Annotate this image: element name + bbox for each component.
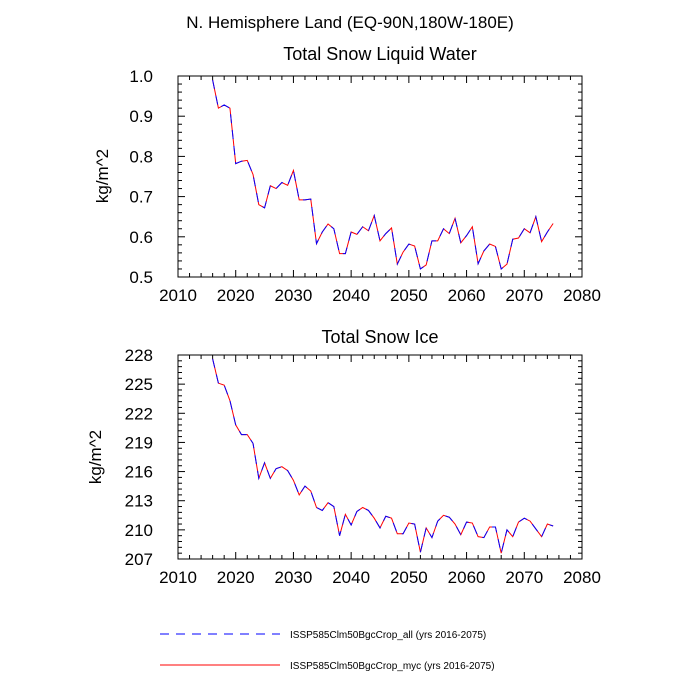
x-tick-label: 2080: [563, 568, 601, 587]
y-tick-label: 228: [125, 346, 153, 365]
plot-frame: [177, 354, 583, 560]
y-tick-label: 0.5: [129, 268, 153, 287]
legend: ISSP585Clm50BgcCrop_all (yrs 2016-2075) …: [160, 630, 495, 672]
y-tick-label: 0.9: [129, 107, 153, 126]
panel-title: Total Snow Liquid Water: [283, 44, 476, 64]
plot-frame: [177, 75, 583, 278]
y-tick-label: 225: [125, 375, 153, 394]
x-tick-label: 2060: [448, 286, 486, 305]
series-line-all: [212, 79, 554, 270]
y-tick-label: 213: [125, 492, 153, 511]
panel-title: Total Snow Ice: [321, 327, 438, 347]
legend-entry-all: ISSP585Clm50BgcCrop_all (yrs 2016-2075): [160, 630, 486, 641]
y-axis-label: kg/m^2: [86, 430, 105, 484]
y-tick-label: 0.7: [129, 188, 153, 207]
legend-entry-myc: ISSP585Clm50BgcCrop_myc (yrs 2016-2075): [160, 661, 495, 672]
y-tick-label: 0.8: [129, 147, 153, 166]
y-tick-label: 222: [125, 404, 153, 423]
y-tick-label: 1.0: [129, 67, 153, 86]
x-tick-label: 2070: [505, 568, 543, 587]
axis-ticks: 2010 2020 2030 2040 2050 2060 2070 2080 0.5 0.6 0.…: [129, 67, 601, 305]
x-tick-label: 2020: [217, 286, 255, 305]
y-tick-label: 216: [125, 463, 153, 482]
figure-main-title: N. Hemisphere Land (EQ-90N,180W-180E): [186, 13, 514, 32]
x-tick-label: 2060: [448, 568, 486, 587]
x-tick-label: 2070: [505, 286, 543, 305]
y-tick-label: 210: [125, 521, 153, 540]
y-axis-label: kg/m^2: [93, 149, 112, 203]
series-line-all: [212, 358, 554, 554]
y-tick-label: 219: [125, 433, 153, 452]
x-tick-label: 2050: [390, 568, 428, 587]
x-tick-label: 2050: [390, 286, 428, 305]
y-tick-label: 0.6: [129, 228, 153, 247]
x-tick-label: 2040: [332, 286, 370, 305]
x-tick-label: 2030: [275, 568, 313, 587]
x-tick-label: 2080: [563, 286, 601, 305]
x-tick-label: 2010: [159, 286, 197, 305]
x-tick-label: 2030: [275, 286, 313, 305]
x-tick-label: 2020: [217, 568, 255, 587]
y-tick-label: 207: [125, 550, 153, 569]
series-group: [212, 358, 554, 554]
x-tick-label: 2010: [159, 568, 197, 587]
series-group: [212, 79, 554, 270]
legend-label-all: ISSP585Clm50BgcCrop_all (yrs 2016-2075): [290, 630, 486, 641]
axis-ticks: 2010 2020 2030 2040 2050 2060 2070 2080 207 210 21…: [125, 346, 601, 587]
x-tick-label: 2040: [332, 568, 370, 587]
panel-total-snow-ice: Total Snow Ice kg/m^2 2010 2020 2030 2040 20…: [86, 327, 601, 587]
panel-total-snow-liquid-water: Total Snow Liquid Water kg/m^2 2010 2020 2…: [93, 44, 601, 305]
legend-label-myc: ISSP585Clm50BgcCrop_myc (yrs 2016-2075): [290, 661, 495, 672]
